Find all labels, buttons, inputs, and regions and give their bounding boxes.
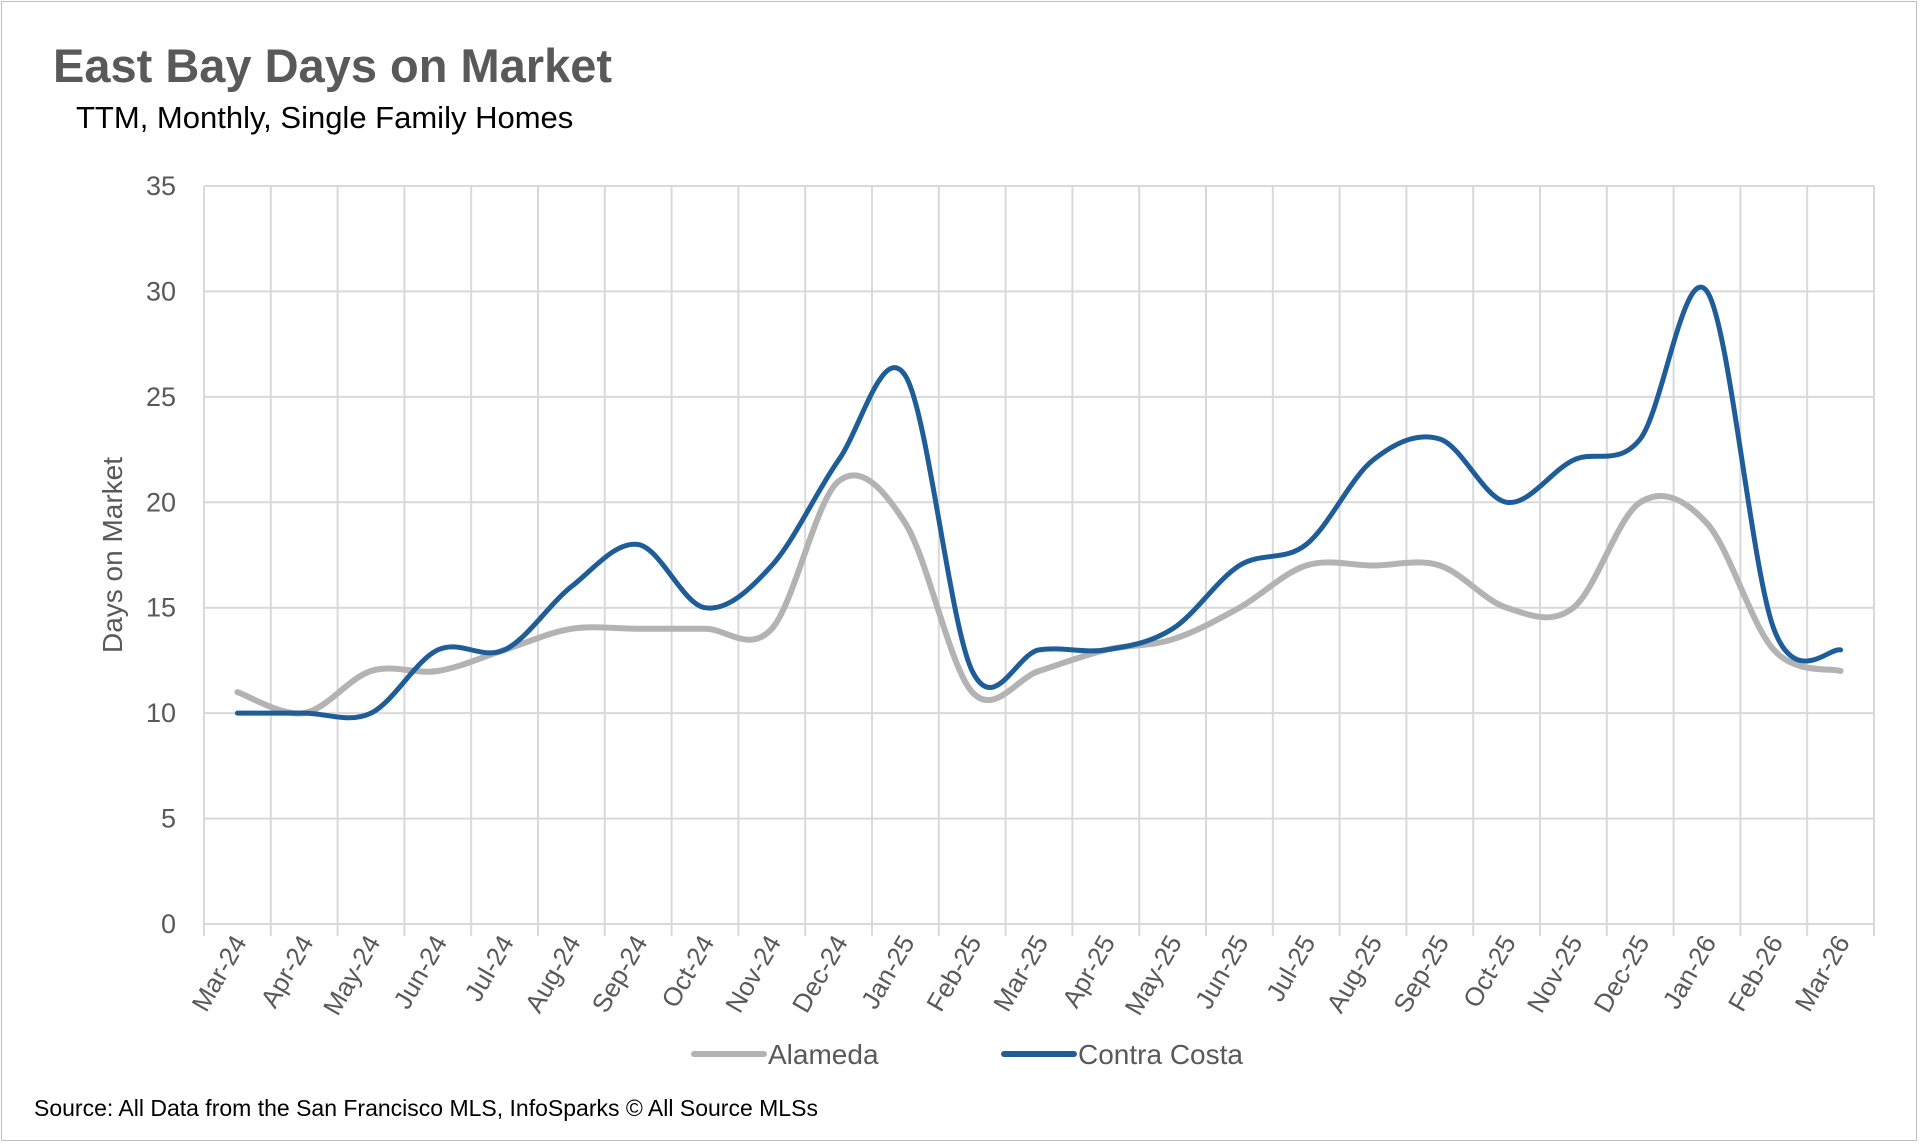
series-line-alameda: [234, 472, 1844, 717]
x-tick-label: Jul-25: [1260, 930, 1321, 1006]
legend-label: Alameda: [768, 1039, 879, 1070]
x-tick-label: Oct-25: [1457, 930, 1522, 1013]
x-tick-label: Feb-25: [920, 930, 987, 1016]
x-tick-label: Oct-24: [655, 930, 720, 1013]
x-tick-label: Jun-24: [387, 930, 453, 1014]
y-tick-label: 35: [146, 171, 176, 201]
x-tick-label: Dec-24: [786, 930, 854, 1018]
source-note: Source: All Data from the San Francisco …: [34, 1095, 818, 1121]
series-line-contra-costa: [234, 285, 1844, 721]
y-axis-label: Days on Market: [97, 457, 128, 653]
x-tick-label: Jan-26: [1656, 930, 1722, 1014]
series-lines: [234, 285, 1844, 721]
x-tick-label: Jul-24: [458, 930, 519, 1006]
legend: Alameda Contra Costa: [691, 1039, 1243, 1070]
x-tick-label: Apr-24: [254, 930, 319, 1013]
x-tick-label: Mar-25: [987, 930, 1054, 1016]
x-tick-label: Dec-25: [1588, 930, 1656, 1018]
y-tick-label: 25: [146, 382, 176, 412]
x-tick-label: Nov-25: [1521, 930, 1589, 1018]
chart-title: East Bay Days on Market: [53, 39, 613, 92]
x-tick-label: Jun-25: [1189, 930, 1255, 1014]
x-tick-label: May-24: [317, 930, 386, 1020]
x-tick-label: Feb-26: [1722, 930, 1789, 1016]
x-tick-label: Apr-25: [1056, 930, 1121, 1013]
x-tick-label: Sep-25: [1387, 930, 1455, 1018]
x-tick-label: Aug-24: [519, 930, 587, 1018]
x-tick-label: Mar-24: [185, 930, 252, 1016]
x-tick-label: Sep-24: [585, 930, 653, 1018]
x-tick-label: Aug-25: [1320, 930, 1388, 1018]
x-tick-label: Jan-25: [855, 930, 921, 1014]
legend-label: Contra Costa: [1078, 1039, 1243, 1070]
y-tick-label: 15: [146, 593, 176, 623]
x-tick-label: May-25: [1118, 930, 1187, 1020]
y-tick-label: 10: [146, 698, 176, 728]
y-axis-ticks: 0 5 10 15 20 25 30 35: [146, 171, 176, 939]
chart-subtitle: TTM, Monthly, Single Family Homes: [76, 100, 574, 135]
gridlines: [203, 185, 1875, 936]
y-tick-label: 0: [161, 909, 176, 939]
x-tick-label: Mar-26: [1789, 930, 1856, 1016]
y-tick-label: 5: [161, 804, 176, 834]
x-tick-label: Nov-24: [719, 930, 787, 1018]
y-tick-label: 30: [146, 276, 176, 306]
y-tick-label: 20: [146, 487, 176, 517]
